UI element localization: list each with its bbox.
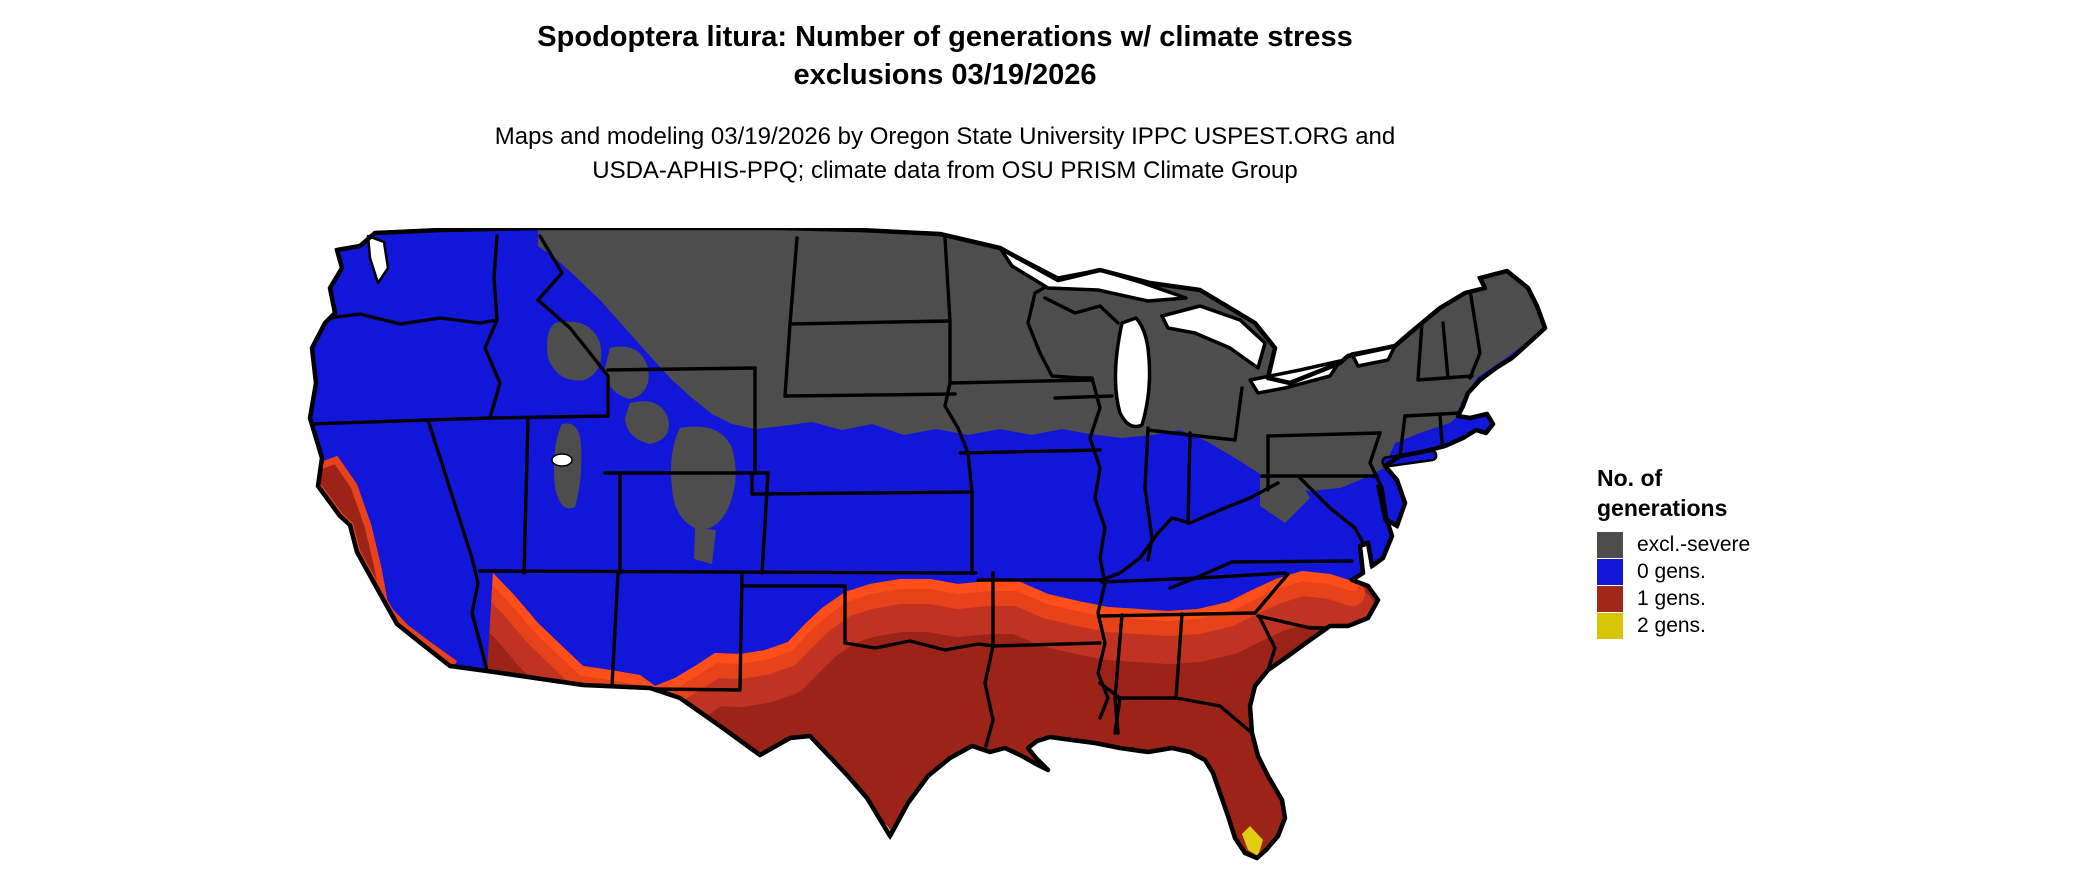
mountain-excl-patches [546,321,1310,564]
map-attribution: Maps and modeling 03/19/2026 by Oregon S… [0,120,1890,187]
legend-swatch-0-gens [1597,559,1623,586]
legend-title: No. of generations [1597,464,1897,524]
legend: No. of generations excl.-severe 0 gens. … [1597,464,1897,640]
legend-label-excl-severe: excl.-severe [1637,533,1751,557]
legend-item-2-gens: 2 gens. [1597,613,1897,640]
legend-swatch-excl-severe [1597,532,1623,559]
us-outline [307,225,1548,861]
legend-swatch-2-gens [1597,613,1623,640]
legend-swatch-1-gens [1597,586,1623,613]
great-salt-lake [551,453,573,467]
lake-michigan [1113,316,1152,429]
legend-item-1-gens: 1 gens. [1597,586,1897,613]
legend-label-2-gens: 2 gens. [1637,614,1706,638]
legend-item-excl-severe: excl.-severe [1597,532,1897,559]
page-title: Spodoptera litura: Number of generations… [0,18,1890,95]
us-map-svg [307,225,1548,861]
subtitle-line-1: Maps and modeling 03/19/2026 by Oregon S… [494,123,1396,150]
lake-huron [1160,304,1267,370]
legend-item-0-gens: 0 gens. [1597,559,1897,586]
title-line-1: Spodoptera litura: Number of generations… [537,21,1353,53]
subtitle-line-2: USDA-APHIS-PPQ; climate data from OSU PR… [592,156,1298,184]
title-line-2: exclusions 03/19/2026 [793,59,1097,92]
channel-islands [368,649,404,668]
legend-label-1-gens: 1 gens. [1637,587,1706,611]
region-2-gens [874,820,1263,856]
lake-erie [1248,359,1342,395]
legend-title-line-1: No. of [1597,465,1663,491]
legend-title-line-2: generations [1597,494,1728,521]
legend-label-0-gens: 0 gens. [1637,560,1706,584]
state-borders [310,234,1482,748]
great-lakes [366,234,1397,467]
us-generations-map [300,225,1550,883]
puget-sound [366,234,390,285]
